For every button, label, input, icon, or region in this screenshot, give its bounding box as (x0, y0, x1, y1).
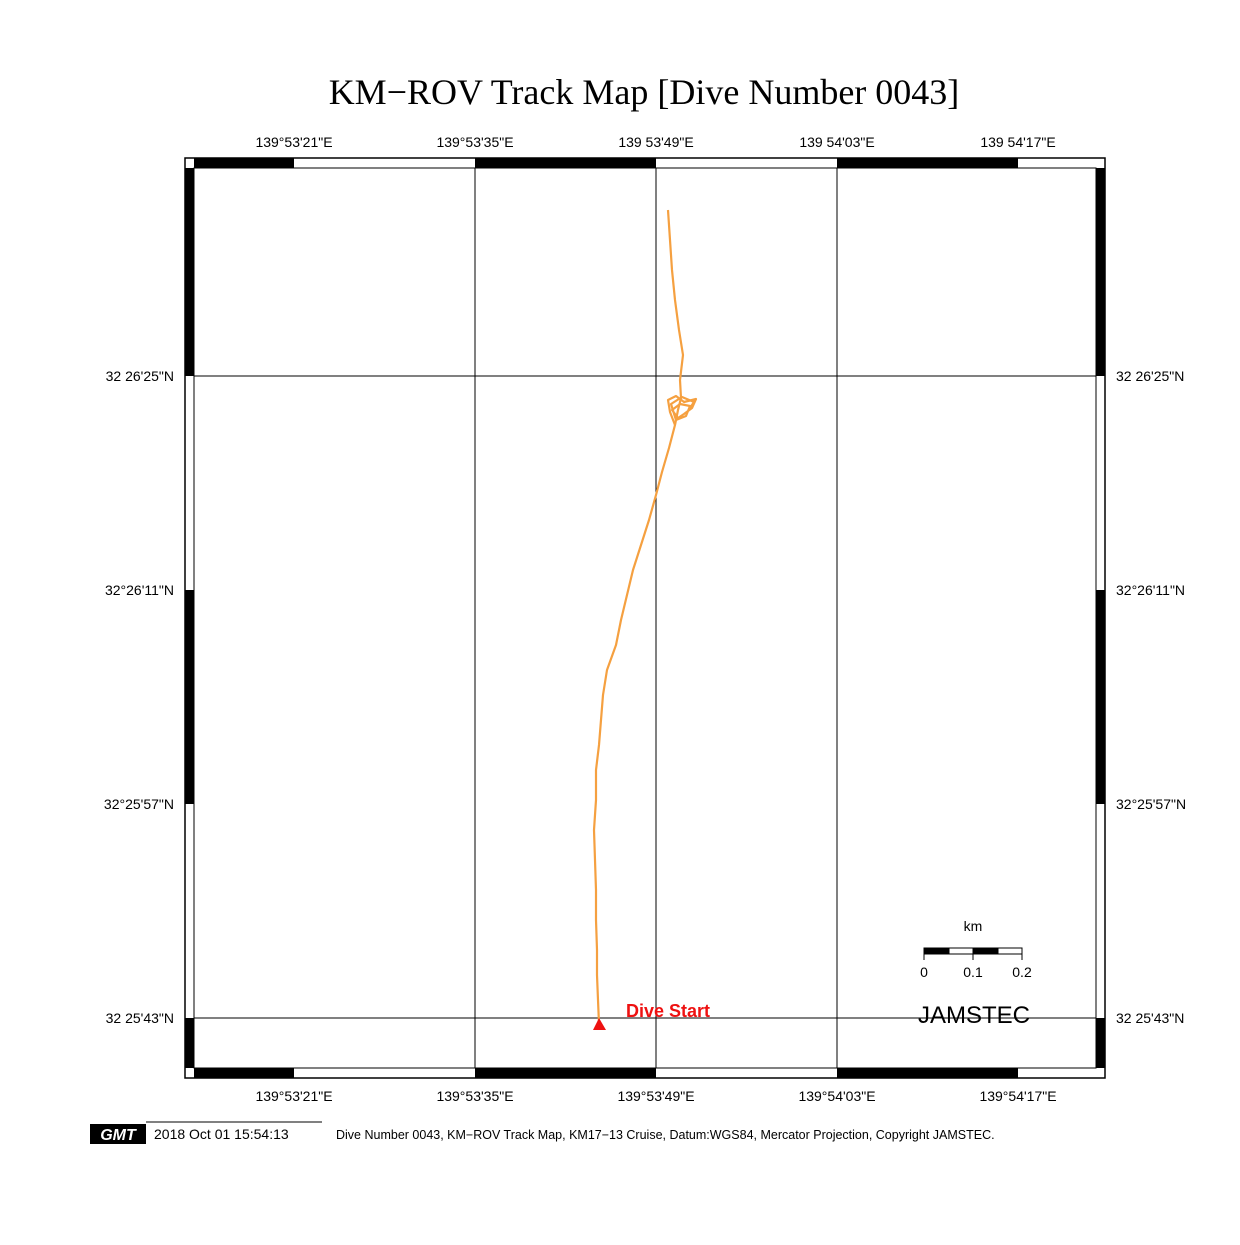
left-lat-labels: 32 26'25"N 32°26'11"N 32°25'57"N 32 25'4… (104, 368, 174, 1026)
scale-bar: km 0 0.1 0.2 (920, 918, 1032, 980)
gridlines (194, 168, 1096, 1068)
frame-bar-top-2 (475, 158, 656, 168)
right-lat-label: 32°26'11"N (1116, 582, 1185, 598)
top-lon-label: 139 53'49"E (618, 134, 693, 150)
bottom-lon-labels: 139°53'21"E 139°53'35"E 139°53'49"E 139°… (255, 1088, 1056, 1104)
footer-timestamp: 2018 Oct 01 15:54:13 (154, 1126, 289, 1142)
scale-bar-segment (972, 947, 999, 955)
right-lat-labels: 32 26'25"N 32°26'11"N 32°25'57"N 32 25'4… (1116, 368, 1186, 1026)
rov-track-line (592, 209, 685, 1025)
top-lon-labels: 139°53'21"E 139°53'35"E 139 53'49"E 139 … (255, 134, 1055, 150)
frame-bar-left-3 (185, 1018, 194, 1068)
left-lat-label: 32 25'43"N (106, 1010, 174, 1026)
scale-bar-segment (948, 947, 974, 955)
map-area (193, 167, 1097, 1069)
top-lon-label: 139°53'21"E (255, 134, 332, 150)
top-lon-label: 139 54'17"E (980, 134, 1055, 150)
frame-bar-top-3 (837, 158, 1018, 168)
map-title: KM−ROV Track Map [Dive Number 0043] (329, 72, 960, 112)
org-label: JAMSTEC (918, 1002, 1030, 1029)
right-lat-label: 32 26'25"N (1116, 368, 1184, 384)
scale-bar-unit: km (964, 918, 983, 934)
right-lat-label: 32°25'57"N (1116, 796, 1186, 812)
scale-bar-segment (997, 947, 1023, 955)
frame-bar-bottom-3 (837, 1068, 1018, 1078)
left-lat-label: 32°26'11"N (105, 582, 174, 598)
frame-bar-left-1 (185, 168, 194, 376)
frame-bar-right-3 (1096, 1018, 1105, 1068)
top-lon-label: 139°53'35"E (436, 134, 513, 150)
scale-bar-tick-label: 0 (920, 964, 928, 980)
frame-bar-top-1 (194, 158, 294, 168)
gmt-logo-text: GMT (100, 1127, 137, 1144)
bottom-lon-label: 139°54'17"E (979, 1088, 1056, 1104)
frame-bar-right-2 (1096, 590, 1105, 804)
top-lon-label: 139 54'03"E (799, 134, 874, 150)
frame-bar-bottom-2 (475, 1068, 656, 1078)
gmt-logo (90, 1124, 146, 1144)
footer: GMT 2018 Oct 01 15:54:13 Dive Number 004… (90, 1121, 995, 1144)
bottom-lon-label: 139°54'03"E (798, 1088, 875, 1104)
bottom-lon-label: 139°53'21"E (255, 1088, 332, 1104)
frame-bar-bottom-1 (194, 1068, 294, 1078)
right-lat-label: 32 25'43"N (1116, 1010, 1184, 1026)
left-lat-label: 32 26'25"N (106, 368, 174, 384)
frame-bar-right-1 (1096, 168, 1105, 376)
rov-track-cluster (666, 394, 698, 426)
frame-bar-left-2 (185, 590, 194, 804)
dive-start-marker (593, 1018, 606, 1030)
scale-bar-tick-label: 0.1 (963, 964, 983, 980)
frame-bars (185, 158, 1105, 1078)
left-lat-label: 32°25'57"N (104, 796, 174, 812)
footer-caption: Dive Number 0043, KM−ROV Track Map, KM17… (336, 1128, 995, 1142)
dive-start-label: Dive Start (626, 1001, 710, 1021)
bottom-lon-label: 139°53'35"E (436, 1088, 513, 1104)
bottom-lon-label: 139°53'49"E (617, 1088, 694, 1104)
scale-bar-segment (923, 947, 950, 955)
scale-bar-tick-label: 0.2 (1012, 964, 1032, 980)
